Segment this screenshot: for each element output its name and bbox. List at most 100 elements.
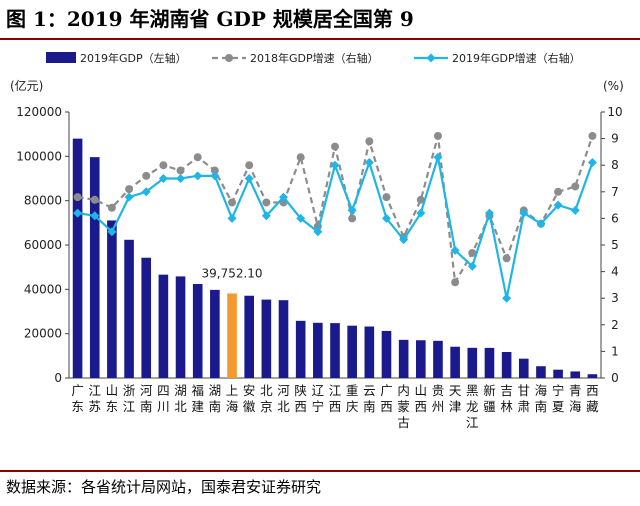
left-tick-label: 0 (54, 371, 62, 385)
gdp-bar (278, 300, 289, 378)
gdp-bar (587, 374, 598, 378)
growth-2019-line (77, 156, 594, 299)
category-label: 山西 (415, 383, 428, 414)
gdp-bar (553, 369, 563, 378)
growth-2019-point (279, 192, 289, 202)
right-tick-label: 4 (611, 265, 619, 279)
growth-2019-point (90, 211, 100, 221)
category-label: 宁夏 (552, 383, 565, 414)
growth-2019-point (330, 160, 340, 170)
gdp-bar (450, 346, 460, 378)
footer-rule (0, 470, 640, 472)
growth-2018-point (142, 171, 151, 180)
growth-2019-point (450, 245, 460, 255)
growth-2019-point (244, 174, 254, 183)
category-label: 重庆 (346, 383, 359, 414)
growth-2019-point (399, 235, 409, 245)
gdp-bar (467, 347, 478, 378)
category-label: 湖南 (209, 383, 222, 414)
right-tick-label: 5 (611, 238, 619, 252)
gdp-bar (192, 284, 203, 378)
left-tick-label: 120000 (16, 105, 62, 119)
growth-2019-point (261, 211, 271, 221)
growth-2019-point (519, 208, 529, 218)
growth-2019-point (536, 219, 546, 229)
category-label: 黑龙江 (466, 383, 479, 430)
gdp-bar (570, 371, 581, 378)
gdp-bar (175, 276, 186, 378)
category-label: 青海 (569, 383, 582, 414)
category-label: 江苏 (88, 383, 101, 414)
growth-2019-point (502, 293, 512, 303)
category-label: 河北 (277, 383, 290, 414)
growth-2019-point (381, 213, 391, 223)
category-label: 河南 (140, 383, 153, 414)
data-label: 39,752.10 (201, 266, 262, 280)
left-tick-label: 80000 (24, 194, 62, 208)
growth-2018-point (331, 142, 339, 151)
gdp-bar (89, 157, 100, 378)
growth-2019-point (107, 227, 117, 237)
legend-marker-2018 (225, 54, 233, 62)
growth-2018-point (571, 182, 580, 191)
category-label: 甘肃 (518, 383, 531, 414)
growth-2019-point (553, 200, 563, 210)
left-axis-unit: (亿元) (10, 78, 43, 93)
category-label: 云南 (363, 383, 376, 414)
growth-2019-point (124, 192, 134, 202)
growth-2019-point (364, 158, 374, 168)
growth-2018-point (90, 195, 99, 204)
growth-2019-point (176, 174, 186, 183)
growth-2018-point (348, 214, 357, 223)
gdp-bar (364, 326, 375, 378)
growth-2018-point (382, 193, 391, 202)
gdp-bar (398, 339, 409, 378)
gdp-bar (227, 293, 237, 378)
category-label: 江西 (329, 383, 342, 414)
gdp-bar (158, 274, 169, 378)
growth-2019-point (73, 208, 83, 218)
gdp-bar (244, 295, 254, 378)
left-tick-label: 60000 (24, 238, 62, 252)
gdp-bar (433, 340, 443, 378)
category-label: 北京 (260, 383, 273, 414)
category-label: 天津 (449, 383, 462, 414)
growth-2018-point (107, 203, 116, 212)
growth-2019-point (570, 205, 580, 215)
growth-2019-point (484, 208, 494, 218)
gdp-bar (518, 358, 529, 378)
right-tick-label: 10 (607, 105, 622, 119)
legend-swatch-gdp (46, 52, 76, 63)
gdp-bar (381, 330, 392, 378)
category-label: 海南 (535, 383, 548, 414)
growth-2019-point (347, 205, 357, 215)
gdp-bar (124, 239, 134, 378)
growth-2019-point (210, 171, 220, 181)
right-axis-unit: (%) (603, 79, 624, 93)
growth-2019-point (227, 213, 237, 223)
growth-2019-point (433, 152, 443, 162)
category-label: 内蒙古 (397, 383, 410, 430)
growth-2018-point (210, 166, 219, 175)
gdp-bar (484, 347, 495, 378)
right-tick-label: 7 (611, 185, 619, 199)
growth-2019-point (467, 261, 477, 271)
right-tick-label: 6 (611, 211, 619, 225)
growth-2018-point (228, 198, 237, 207)
gdp-bar (72, 138, 83, 378)
growth-2018-point (502, 254, 511, 263)
growth-2019-point (141, 187, 151, 197)
right-tick-label: 1 (611, 344, 619, 358)
growth-2018-point (245, 161, 254, 170)
growth-2018-point (193, 153, 202, 162)
gdp-bar (536, 366, 546, 378)
growth-2019-point (296, 213, 306, 223)
legend-label-2019: 2019年GDP增速（右轴） (452, 51, 581, 65)
gdp-bar (501, 352, 512, 378)
growth-2019-point (416, 208, 426, 218)
category-label: 四川 (157, 383, 170, 414)
gdp-chart: 0 20000 40000 60000 80000 100000 120000 0 1 2 3 4 5 6… (10, 51, 624, 430)
category-label: 安徽 (243, 383, 256, 414)
growth-2018-point (262, 198, 271, 207)
category-label: 西藏 (586, 383, 599, 414)
